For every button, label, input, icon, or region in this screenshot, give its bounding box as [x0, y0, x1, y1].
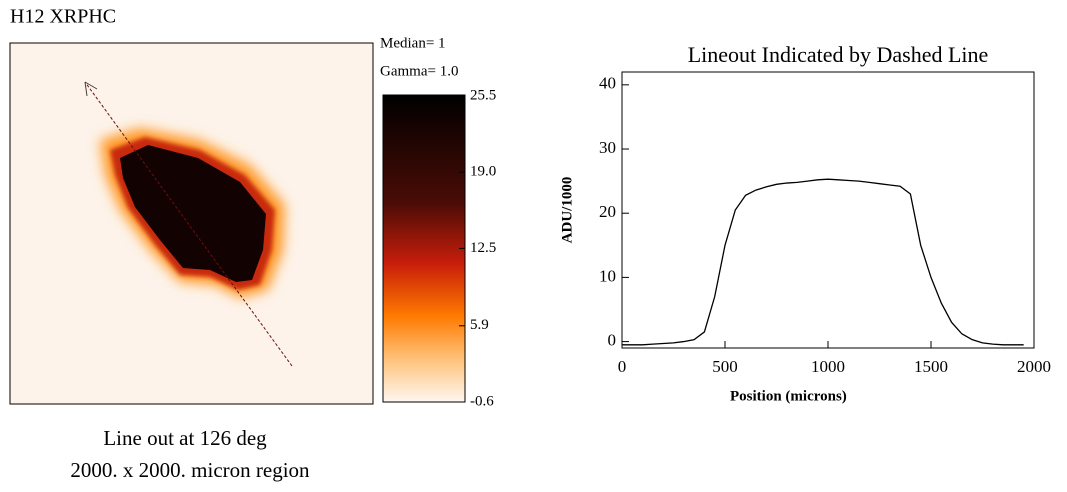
- y-tick-label: 10: [599, 266, 616, 285]
- annotation: Median= 1: [380, 35, 446, 51]
- colorbar-tick-label: 19.0: [470, 164, 496, 180]
- x-tick-label: 500: [712, 357, 738, 376]
- colorbar-tick-label: -0.6: [470, 393, 494, 409]
- colorbar-tick-label: 5.9: [470, 317, 489, 333]
- plot-frame: [622, 72, 1034, 348]
- x-tick-label: 0: [618, 357, 627, 376]
- x-tick-label: 2000: [1017, 357, 1051, 376]
- line-series: [622, 179, 1024, 345]
- x-axis-label: Position (microns): [730, 388, 847, 404]
- image-title: H12 XRPHC: [10, 6, 116, 28]
- annotation: Gamma= 1.0: [380, 63, 458, 79]
- figure: H12 XRPHC Median= 1 Gamma= 1.0 Line out …: [0, 0, 1067, 492]
- colorbar: [383, 95, 465, 402]
- image-panel: [10, 43, 373, 404]
- chart-title: Lineout Indicated by Dashed Line: [688, 42, 989, 67]
- caption: 2000. x 2000. micron region: [70, 458, 310, 482]
- colorbar-tick-label: 12.5: [470, 240, 496, 256]
- caption: Line out at 126 deg: [103, 426, 267, 450]
- x-tick-label: 1500: [914, 357, 948, 376]
- y-tick-label: 20: [599, 202, 616, 221]
- y-tick-label: 40: [599, 74, 616, 93]
- x-tick-label: 1000: [811, 357, 845, 376]
- colorbar-tick-label: 25.5: [470, 87, 496, 103]
- y-tick-label: 30: [599, 138, 616, 157]
- y-tick-label: 0: [608, 330, 617, 349]
- y-axis-label: ADU/1000: [559, 177, 575, 244]
